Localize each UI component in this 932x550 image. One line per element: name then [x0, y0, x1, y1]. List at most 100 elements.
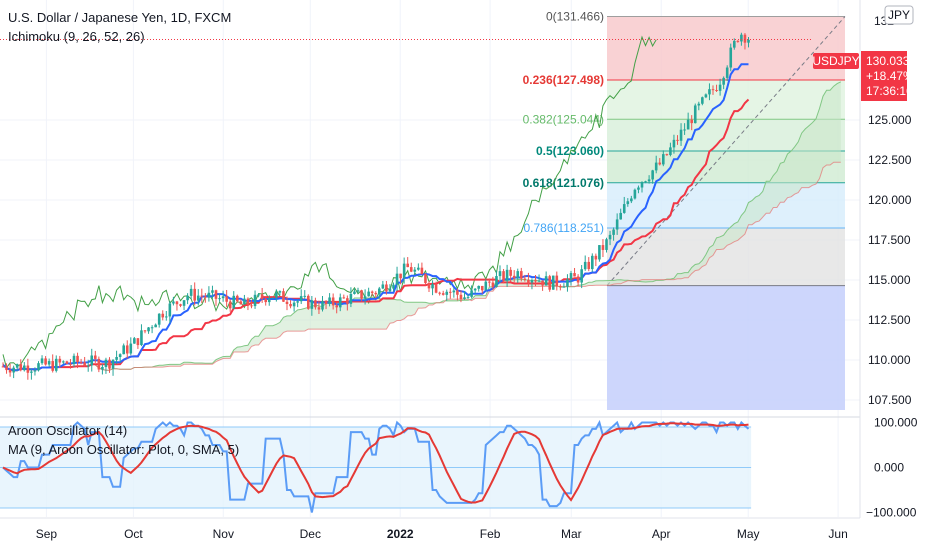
candle-body [697, 103, 701, 106]
aroon-legend[interactable]: Aroon Oscillator (14) [8, 423, 127, 438]
candle-body [580, 269, 583, 283]
candle-body [76, 355, 79, 363]
candle-body [296, 301, 299, 303]
candle-body [143, 330, 147, 332]
candle-body [456, 290, 459, 295]
candle-body [406, 263, 409, 268]
current-price-label: 130.033 [866, 54, 910, 68]
aroon-ma-legend[interactable]: MA (9, Aroon Oscillator: Plot, 0, SMA, 5… [8, 442, 239, 457]
candle-body [150, 327, 154, 329]
candle-body [342, 297, 346, 299]
candle-body [640, 181, 644, 188]
price-axis[interactable]: 107.500 110.000 112.500 115.000 117.500 120.0… [868, 113, 912, 407]
candle-body [743, 34, 747, 43]
candle-body [282, 291, 285, 302]
candle-body [179, 304, 182, 306]
candle-body [12, 367, 15, 373]
candle-body [5, 366, 8, 371]
candle-body [378, 288, 381, 295]
candle-body [498, 271, 502, 277]
aroon-oscillator-pane[interactable] [0, 419, 752, 513]
candle-body [591, 255, 594, 270]
candle-body [445, 291, 449, 295]
candle-body [736, 40, 740, 42]
candle-body [488, 281, 491, 283]
candle-body [619, 212, 622, 220]
candle-body [491, 282, 495, 288]
candle-body [360, 290, 363, 299]
candle-body [79, 362, 83, 364]
candle-body [374, 292, 378, 295]
candle-body [314, 300, 317, 308]
candlesticks[interactable] [1, 32, 750, 380]
time-tick-label: Feb [480, 527, 501, 541]
candle-body [417, 267, 420, 270]
candle-body [335, 305, 338, 308]
candle-body [303, 295, 307, 297]
candle-body [363, 296, 367, 299]
osc-tick-100: 100.000 [874, 416, 918, 430]
candle-body [509, 269, 512, 276]
candle-body [161, 313, 165, 318]
candle-body [218, 298, 221, 300]
currency-badge[interactable]: JPY [884, 5, 914, 25]
candle-body [367, 291, 370, 297]
candle-body [108, 359, 111, 369]
candle-body [598, 245, 601, 260]
candle-body [292, 302, 296, 307]
candle-body [147, 327, 150, 332]
candle-body [502, 271, 505, 281]
bar-countdown-label: 17:36:16 [866, 84, 913, 98]
candle-body [118, 354, 122, 357]
symbol-title[interactable]: U.S. Dollar / Japanese Yen, 1D, FXCM [8, 10, 231, 25]
time-tick-label: Oct [124, 527, 143, 541]
chikou-span [2, 35, 657, 369]
candle-body [438, 292, 441, 294]
candle-body [338, 297, 342, 308]
candle-body [353, 291, 356, 294]
candle-body [686, 119, 690, 130]
candle-body [211, 290, 214, 293]
candle-body [94, 355, 97, 359]
symbol-price-badge[interactable]: USDJPY 130.033 +18.47% 17:36:16 [812, 51, 914, 101]
candle-body [473, 288, 477, 291]
time-tick-label: Apr [652, 527, 671, 541]
candle-body [480, 285, 484, 291]
candle-body [434, 284, 438, 293]
candle-body [594, 255, 598, 260]
candle-body [257, 294, 260, 296]
candle-body [573, 273, 576, 277]
time-axis[interactable]: Sep Oct Nov Dec 2022 Feb Mar Apr May Jun [36, 527, 848, 541]
oscillator-axis[interactable]: 100.000 0.000 −100.000 [866, 416, 918, 520]
candle-body [129, 343, 133, 354]
senkou-span-b [94, 161, 841, 371]
candle-body [676, 139, 679, 141]
candle-body [424, 274, 427, 284]
time-tick-label: 2022 [387, 527, 414, 541]
candle-body [172, 301, 175, 304]
candle-body [520, 271, 523, 279]
candle-body [665, 154, 669, 156]
price-tick-label: 120.000 [868, 193, 912, 207]
candle-body [722, 77, 725, 85]
candle-body [23, 365, 26, 371]
candle-body [381, 284, 385, 289]
candle-body [285, 301, 289, 305]
aroon-ma-line [2, 422, 749, 504]
candle-body [523, 278, 527, 280]
ichimoku-legend[interactable]: Ichimoku (9, 26, 52, 26) [8, 29, 145, 44]
candle-body [307, 295, 310, 309]
fib-level-label: 0.382(125.044) [523, 112, 604, 126]
candle-body [637, 187, 640, 190]
candle-body [555, 275, 559, 287]
candle-body [441, 293, 445, 295]
candle-body [516, 271, 520, 279]
candle-body [615, 219, 619, 230]
candle-body [459, 294, 463, 300]
candle-body [133, 338, 136, 344]
candle-body [317, 307, 321, 310]
candle-body [246, 298, 250, 306]
candle-body [740, 34, 743, 42]
candle-body [243, 298, 246, 305]
